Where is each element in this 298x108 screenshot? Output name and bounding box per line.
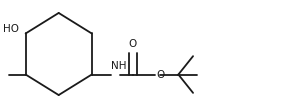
Text: O: O <box>156 70 164 79</box>
Text: HO: HO <box>3 24 19 34</box>
Text: NH: NH <box>111 61 127 71</box>
Text: O: O <box>129 39 137 49</box>
